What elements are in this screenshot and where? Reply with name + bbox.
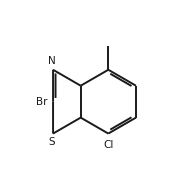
Text: N: N (48, 56, 56, 66)
Text: Cl: Cl (103, 140, 114, 150)
Text: Br: Br (36, 97, 47, 107)
Text: S: S (49, 137, 55, 147)
